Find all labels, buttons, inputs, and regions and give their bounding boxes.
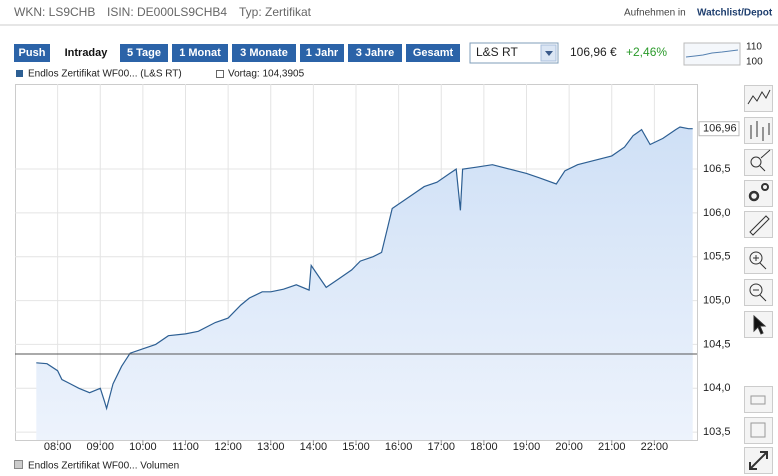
legend-swatch <box>16 70 23 77</box>
icon <box>753 255 767 270</box>
mini-frame <box>683 42 741 66</box>
tool-print[interactable] <box>744 386 773 413</box>
icon <box>753 289 767 302</box>
area <box>36 127 693 440</box>
icon <box>750 121 770 141</box>
mini-tick: 100 <box>746 57 763 68</box>
wkn: WKN: LS9CHB <box>14 5 95 19</box>
icon <box>747 89 771 105</box>
tool-draw[interactable] <box>744 211 773 238</box>
icon <box>759 149 771 172</box>
add-prefix: Aufnehmen in <box>624 8 686 19</box>
reference-label: Vortag: 104,3905 <box>228 69 305 80</box>
tab-label: 3 Monate <box>240 47 288 59</box>
x-tick-label: 14:00 <box>300 441 328 453</box>
select-box <box>469 42 559 64</box>
tool-pointer[interactable] <box>744 311 773 338</box>
icon <box>749 451 768 470</box>
tab-label: 1 Jahr <box>306 47 339 59</box>
x-tick-label: 20:00 <box>555 441 583 453</box>
tab[interactable] <box>55 44 117 62</box>
last-label-box <box>698 121 740 137</box>
x-tick-label: 12:00 <box>214 441 242 453</box>
select-arrow <box>545 51 553 56</box>
tab-label: 3 Jahre <box>356 47 395 59</box>
y-tick-label: 104,0 <box>703 382 731 394</box>
plot: 103,5 104,0 104,5 105,0 105,5 106,0 106,5 08:00… <box>15 84 740 453</box>
y-tick-label: 103,5 <box>703 426 731 438</box>
tab-label: Push <box>19 47 46 59</box>
x-tick-label: 11:00 <box>172 441 199 453</box>
icon <box>753 314 767 335</box>
tool-zoom-in[interactable] <box>744 247 773 274</box>
tab[interactable] <box>14 44 50 62</box>
icon <box>749 215 770 236</box>
mini-tick: 110 <box>746 42 762 53</box>
x-tick-label: 21:00 <box>598 441 626 453</box>
icon <box>749 251 763 265</box>
tab-bar: Push Intraday 5 Tage 1 Monat 3 Monate 1 Jahr 3… <box>14 44 460 62</box>
icon <box>750 395 766 405</box>
icon <box>749 283 763 297</box>
icon <box>748 190 760 202</box>
tab-label: Gesamt <box>413 47 454 59</box>
price-line <box>36 126 693 411</box>
icon <box>750 156 762 168</box>
tab[interactable] <box>232 44 296 62</box>
mini-line <box>685 49 739 58</box>
x-tick-label: 10:00 <box>129 441 157 453</box>
isin: ISIN: DE000LS9CHB4 <box>107 5 227 19</box>
tool-zoom-out[interactable] <box>744 279 773 306</box>
mini-chart: 110 100 <box>683 42 763 68</box>
watchlist-link[interactable]: Watchlist/Depot <box>697 8 773 19</box>
tool-save[interactable] <box>744 417 773 444</box>
tab-label: 1 Monat <box>179 47 221 59</box>
y-tick-label: 106,0 <box>703 207 731 219</box>
exchange-select[interactable]: L&S RT <box>469 42 559 64</box>
legend-swatch <box>14 460 23 469</box>
tool-indicator[interactable] <box>744 149 773 176</box>
legend-swatch <box>216 70 224 78</box>
x-tick-label: 16:00 <box>385 441 413 453</box>
x-tick-label: 09:00 <box>86 441 114 453</box>
tab[interactable] <box>120 44 168 62</box>
tab-label: Intraday <box>65 47 109 59</box>
x-tick-label: 19:00 <box>513 441 541 453</box>
icon <box>761 183 769 191</box>
tab[interactable] <box>406 44 460 62</box>
x-tick-label: 18:00 <box>470 441 498 453</box>
y-tick-label: 106,5 <box>703 163 731 175</box>
x-tick-label: 13:00 <box>257 441 285 453</box>
y-tick-label: 105,5 <box>703 251 731 263</box>
legend-label: Endlos Zertifikat WF00... (L&S RT) <box>28 69 182 80</box>
volume-legend: Endlos Zertifikat WF00... Volumen <box>28 461 179 472</box>
y-tick-label: 105,0 <box>703 294 731 306</box>
x-tick-label: 17:00 <box>427 441 455 453</box>
tab[interactable] <box>172 44 228 62</box>
typ: Typ: Zertifikat <box>239 5 312 19</box>
tab-label: 5 Tage <box>127 47 161 59</box>
x-tick-label: 22:00 <box>641 441 669 453</box>
tab[interactable] <box>348 44 402 62</box>
toolbar <box>744 85 773 474</box>
quote-price: 106,96 € <box>570 45 617 59</box>
y-tick-label: 104,5 <box>703 338 731 350</box>
x-tick-label: 15:00 <box>342 441 370 453</box>
tab[interactable] <box>300 44 344 62</box>
tool-ohlc[interactable] <box>744 117 773 144</box>
icon <box>750 422 766 438</box>
select-value: L&S RT <box>476 45 518 59</box>
quote-change: +2,46% <box>626 45 667 59</box>
x-tick-label: 08:00 <box>44 441 72 453</box>
last-label: 106,96 <box>703 123 737 135</box>
